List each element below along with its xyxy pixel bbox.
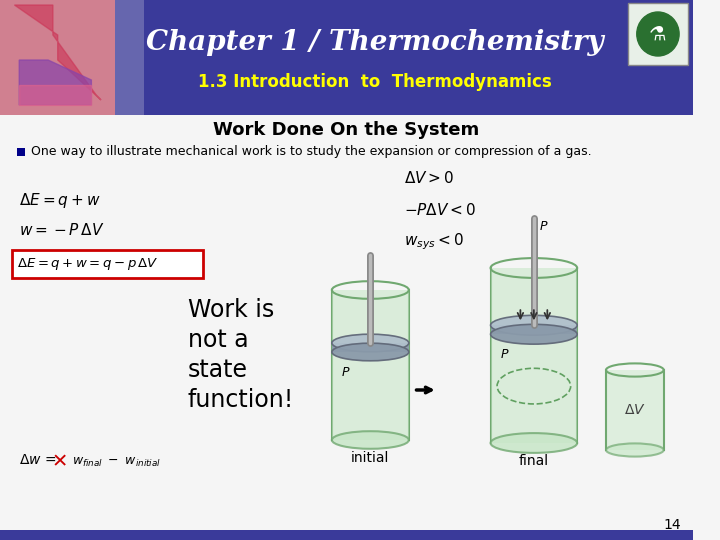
Text: $\Delta w$ =: $\Delta w$ = (19, 453, 58, 467)
Text: ⚗: ⚗ (649, 24, 667, 44)
FancyBboxPatch shape (17, 148, 25, 156)
Text: Work Done On the System: Work Done On the System (213, 121, 480, 139)
FancyBboxPatch shape (0, 0, 115, 115)
Text: 14: 14 (663, 518, 681, 532)
Text: final: final (519, 454, 549, 468)
FancyBboxPatch shape (490, 325, 577, 334)
FancyBboxPatch shape (0, 0, 693, 115)
Circle shape (636, 12, 679, 56)
FancyBboxPatch shape (606, 370, 664, 450)
Text: P: P (500, 348, 508, 361)
FancyBboxPatch shape (332, 290, 409, 440)
Polygon shape (14, 5, 101, 100)
FancyBboxPatch shape (12, 250, 203, 278)
Ellipse shape (490, 315, 577, 335)
Text: 1.3 Introduction  to  Thermodynamics: 1.3 Introduction to Thermodynamics (198, 73, 552, 91)
Polygon shape (19, 60, 91, 105)
Text: P: P (341, 366, 349, 379)
Text: Work is
not a
state
function!: Work is not a state function! (188, 299, 294, 411)
Text: $\Delta V > 0$: $\Delta V > 0$ (404, 170, 454, 186)
Ellipse shape (332, 334, 409, 352)
Text: ✕: ✕ (51, 453, 68, 471)
Text: $\Delta V$: $\Delta V$ (624, 403, 646, 417)
Text: $\Delta E = q + w$: $\Delta E = q + w$ (19, 191, 101, 210)
Polygon shape (19, 85, 91, 105)
Ellipse shape (332, 431, 409, 449)
Text: $w = -P\,\Delta V$: $w = -P\,\Delta V$ (19, 222, 104, 238)
Text: $w_{final}\ -\ w_{initial}$: $w_{final}\ -\ w_{initial}$ (72, 455, 161, 469)
Text: One way to illustrate mechanical work is to study the expansion or compression o: One way to illustrate mechanical work is… (31, 145, 591, 159)
Ellipse shape (332, 343, 409, 361)
Text: $-P\Delta V < 0$: $-P\Delta V < 0$ (404, 202, 476, 218)
Text: Chapter 1 / Thermochemistry: Chapter 1 / Thermochemistry (146, 29, 604, 56)
FancyBboxPatch shape (332, 343, 409, 352)
FancyBboxPatch shape (628, 3, 688, 65)
Ellipse shape (490, 325, 577, 344)
Text: P: P (539, 219, 547, 233)
Text: $\Delta E = q + w = q - p\,\Delta V$: $\Delta E = q + w = q - p\,\Delta V$ (17, 256, 159, 272)
FancyBboxPatch shape (490, 268, 577, 443)
FancyBboxPatch shape (115, 0, 144, 115)
Ellipse shape (606, 443, 664, 457)
FancyBboxPatch shape (0, 530, 693, 540)
Text: $w_{sys} < 0$: $w_{sys} < 0$ (404, 232, 464, 252)
Text: initial: initial (351, 451, 390, 465)
Ellipse shape (490, 433, 577, 453)
